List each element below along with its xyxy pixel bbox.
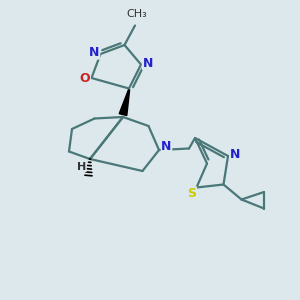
Text: O: O bbox=[80, 71, 90, 85]
Polygon shape bbox=[119, 90, 130, 116]
Text: N: N bbox=[89, 46, 100, 59]
Text: N: N bbox=[161, 140, 172, 154]
Text: N: N bbox=[230, 148, 241, 161]
Text: N: N bbox=[142, 56, 153, 70]
Text: CH₃: CH₃ bbox=[126, 9, 147, 19]
Text: S: S bbox=[188, 187, 196, 200]
Text: H: H bbox=[77, 161, 86, 172]
